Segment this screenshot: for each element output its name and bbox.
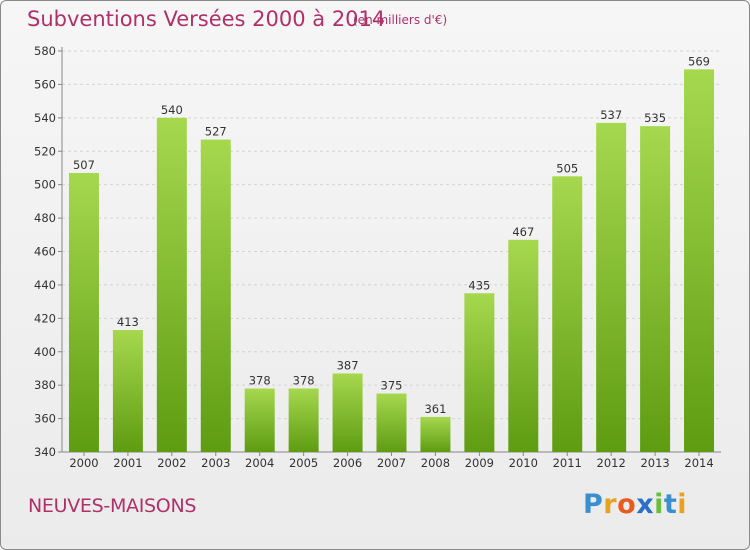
x-tick-label: 2006 [333, 456, 362, 470]
bar [464, 293, 495, 452]
bar-value-label: 535 [644, 111, 666, 125]
bar-value-label: 537 [600, 108, 622, 122]
logo-letter: r [603, 489, 618, 520]
bar [68, 172, 99, 453]
chart-title: Subventions Versées 2000 à 2014 [27, 7, 386, 31]
y-tick-label: 540 [34, 111, 56, 125]
x-tick-label: 2003 [201, 456, 230, 470]
bar [288, 388, 319, 452]
y-tick-labels: 340 360 380 400 420 440 460 480 500 520 540 560 580 [34, 44, 56, 459]
x-tick-label: 2013 [640, 456, 669, 470]
bar [552, 176, 583, 452]
bar-value-label: 435 [468, 278, 490, 292]
logo-letter: i [654, 489, 664, 520]
x-tick-label: 2002 [157, 456, 186, 470]
bar-value-label: 467 [512, 225, 534, 239]
bar-value-label: 375 [381, 379, 403, 393]
bar [640, 126, 671, 452]
bar-value-label: 507 [73, 158, 95, 172]
x-tick-label: 2005 [289, 456, 318, 470]
bar [200, 139, 231, 452]
city-name: NEUVES-MAISONS [28, 495, 197, 517]
y-tick-label: 500 [34, 178, 56, 192]
value-labels: 507 413 540 527 378 378 387 375 361 435 467 505 537 5… [73, 54, 710, 416]
x-tick-label: 2001 [113, 456, 142, 470]
bar-value-label: 569 [688, 54, 710, 68]
proxiti-logo: Proxiti [583, 489, 687, 520]
y-tick-label: 480 [34, 211, 56, 225]
y-tick-label: 380 [34, 378, 56, 392]
logo-letter: i [677, 489, 688, 520]
y-tick-label: 420 [34, 311, 56, 325]
bar [596, 122, 627, 453]
bar [376, 393, 407, 452]
bar [684, 69, 715, 453]
logo-letter: x [636, 489, 655, 520]
bar [156, 117, 187, 452]
bar [420, 416, 451, 452]
x-tick-label: 2011 [553, 456, 582, 470]
y-tick-label: 340 [34, 445, 56, 459]
logo-letter: P [583, 489, 604, 520]
y-tick-label: 440 [34, 278, 56, 292]
x-tick-label: 2012 [597, 456, 626, 470]
bar [508, 239, 539, 452]
bar-value-label: 387 [337, 358, 359, 372]
y-tick-label: 560 [34, 77, 56, 91]
bars [68, 69, 715, 453]
logo-letter: t [663, 489, 678, 520]
x-tick-labels: 2000 2001 2002 2003 2004 2005 2006 2007 2008 2009… [69, 452, 714, 470]
x-tick-label: 2004 [245, 456, 274, 470]
bar-value-label: 361 [424, 402, 446, 416]
x-tick-label: 2000 [69, 456, 98, 470]
y-tick-label: 460 [34, 245, 56, 259]
x-tick-label: 2009 [465, 456, 494, 470]
x-tick-label: 2014 [684, 456, 713, 470]
bar-value-label: 413 [117, 315, 139, 329]
chart-subtitle: (en milliers d'€) [353, 13, 448, 27]
bar-value-label: 378 [249, 374, 271, 388]
bar [112, 330, 143, 452]
bar [332, 373, 363, 452]
x-tick-label: 2010 [509, 456, 538, 470]
bar-value-label: 505 [556, 161, 578, 175]
bar [244, 388, 275, 452]
bar-value-label: 540 [161, 103, 183, 117]
x-tick-label: 2007 [377, 456, 406, 470]
bar-value-label: 527 [205, 125, 227, 139]
y-tick-label: 360 [34, 412, 56, 426]
x-tick-label: 2008 [421, 456, 450, 470]
y-tick-label: 580 [34, 44, 56, 58]
y-tick-label: 520 [34, 144, 56, 158]
y-tick-label: 400 [34, 345, 56, 359]
logo-letter: o [617, 489, 637, 520]
bar-value-label: 378 [293, 374, 315, 388]
